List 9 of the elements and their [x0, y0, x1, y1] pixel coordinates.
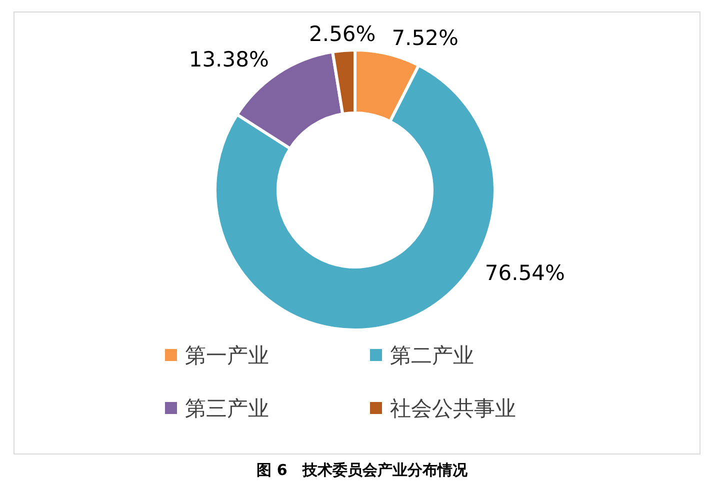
data-label: 2.56%	[309, 22, 376, 46]
data-label: 7.52%	[392, 26, 458, 50]
data-label: 13.38%	[188, 47, 269, 72]
legend-label: 第二产业	[390, 343, 474, 368]
legend-label: 第三产业	[185, 396, 269, 420]
legend-label: 社会公共事业	[390, 396, 516, 420]
caption: 图 6 技术委员会产业分布情况	[256, 461, 468, 479]
legend-label: 第一产业	[185, 343, 269, 368]
data-label: 76.54%	[484, 261, 565, 286]
